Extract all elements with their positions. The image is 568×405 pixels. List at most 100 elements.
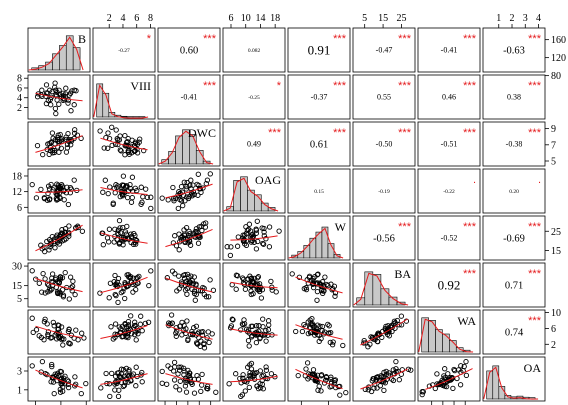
cell-frame <box>417 215 481 261</box>
scatter-point <box>137 136 143 142</box>
scatter-point <box>125 318 132 325</box>
significance-stars: *** <box>463 80 477 92</box>
scatter-point <box>374 338 381 345</box>
scatter-point <box>254 275 261 281</box>
scatter-point <box>329 342 336 348</box>
scatter-point <box>381 387 387 394</box>
significance-stars: *** <box>333 80 347 92</box>
scatter-point <box>60 384 66 390</box>
scatter-point <box>331 380 338 386</box>
scatter-point <box>237 375 243 382</box>
smooth-line <box>230 235 278 241</box>
right-axis-tick-label: 2 <box>551 340 556 351</box>
correlation-value: 0.15 <box>314 189 324 195</box>
correlation-value: -0.41 <box>441 46 458 55</box>
scatter-point <box>133 337 139 343</box>
cell-WA-B <box>27 309 91 355</box>
right-axis-tick-label: 6 <box>551 324 556 335</box>
scatter-point <box>198 338 204 344</box>
scatter-point <box>68 142 74 148</box>
significance-stars: *** <box>463 221 477 233</box>
scatter-point <box>113 292 119 299</box>
variable-label: B <box>78 32 86 46</box>
scatter-point <box>58 145 64 151</box>
cell-VIII-DWC: -0.41 *** <box>157 74 221 120</box>
significance-stars: . <box>473 174 476 186</box>
scatter-point <box>178 279 185 285</box>
scatter-point <box>371 385 377 391</box>
scatter-point <box>129 137 135 143</box>
scatter-point <box>343 389 349 396</box>
smooth-line <box>295 368 343 390</box>
scatter-point <box>322 274 328 280</box>
scatter-point <box>109 142 115 149</box>
cell-frame <box>287 27 351 73</box>
scatter-point <box>129 194 135 201</box>
correlation-value: -0.41 <box>181 93 198 102</box>
scatter-point <box>116 369 122 376</box>
scatter-point <box>181 368 187 374</box>
scatter-point <box>240 372 246 378</box>
scatter-point <box>260 241 267 247</box>
cell-DWC-OA: -0.38 *** <box>482 121 546 167</box>
cell-B-OA: -0.63*** <box>482 27 546 73</box>
scatter-point <box>119 193 126 199</box>
scatter-point <box>242 388 248 394</box>
correlation-value: -0.37 <box>311 93 328 102</box>
scatter-point <box>305 330 311 337</box>
right-axis-tick-label: 120 <box>551 53 566 64</box>
significance-stars: *** <box>268 127 282 139</box>
scatter-point <box>170 240 177 246</box>
significance-stars: *** <box>528 268 542 280</box>
left-axis-tick-label: 12 <box>12 187 22 198</box>
significance-stars: *** <box>398 80 412 92</box>
smooth-line <box>425 368 473 390</box>
scatter-point <box>188 177 194 183</box>
cell-frame <box>482 74 546 120</box>
scatter-point <box>238 327 244 333</box>
scatter-point <box>368 388 375 395</box>
scatter-point <box>384 331 391 338</box>
scatter-point <box>48 181 54 188</box>
scatter-point <box>73 327 79 333</box>
scatter-point <box>238 393 244 400</box>
scatter-point <box>255 287 261 293</box>
scatter-point <box>52 276 58 283</box>
cell-W-B <box>27 215 91 261</box>
scatter-point <box>443 374 449 381</box>
cell-OAG-VIII <box>92 168 156 214</box>
significance-stars: *** <box>398 33 412 45</box>
cell-frame <box>417 27 481 73</box>
top-axis-tick-label: 18 <box>270 13 280 24</box>
scatter-point <box>192 297 198 303</box>
scatter-point <box>67 190 73 196</box>
scatter-point <box>213 389 219 395</box>
scatter-point <box>273 289 279 295</box>
scatter-point <box>361 340 367 346</box>
scatter-point <box>79 330 85 336</box>
top-axis-tick-label: 14 <box>255 13 265 24</box>
scatter-point <box>190 280 197 286</box>
scatter-point <box>115 299 121 306</box>
density-curve <box>158 130 214 165</box>
scatter-point <box>42 316 48 322</box>
significance-stars: *** <box>398 221 412 233</box>
scatter-point <box>378 373 384 379</box>
scatter-point <box>306 274 312 281</box>
scatter-point <box>379 334 385 341</box>
scatter-point <box>191 290 198 297</box>
scatter-point <box>337 383 343 390</box>
histogram-bar <box>120 115 128 118</box>
correlation-value: 0.46 <box>442 93 456 102</box>
scatter-point <box>60 294 67 300</box>
smooth-line <box>100 276 148 294</box>
scatter-point <box>183 186 189 192</box>
scatter-point <box>137 321 144 327</box>
cell-frame <box>287 74 351 120</box>
scatter-point <box>253 226 259 232</box>
scatter-point <box>51 390 57 397</box>
scatter-point <box>419 391 425 398</box>
scatter-point <box>266 224 273 230</box>
scatter-point <box>314 297 320 303</box>
significance-stars: *** <box>333 127 347 139</box>
